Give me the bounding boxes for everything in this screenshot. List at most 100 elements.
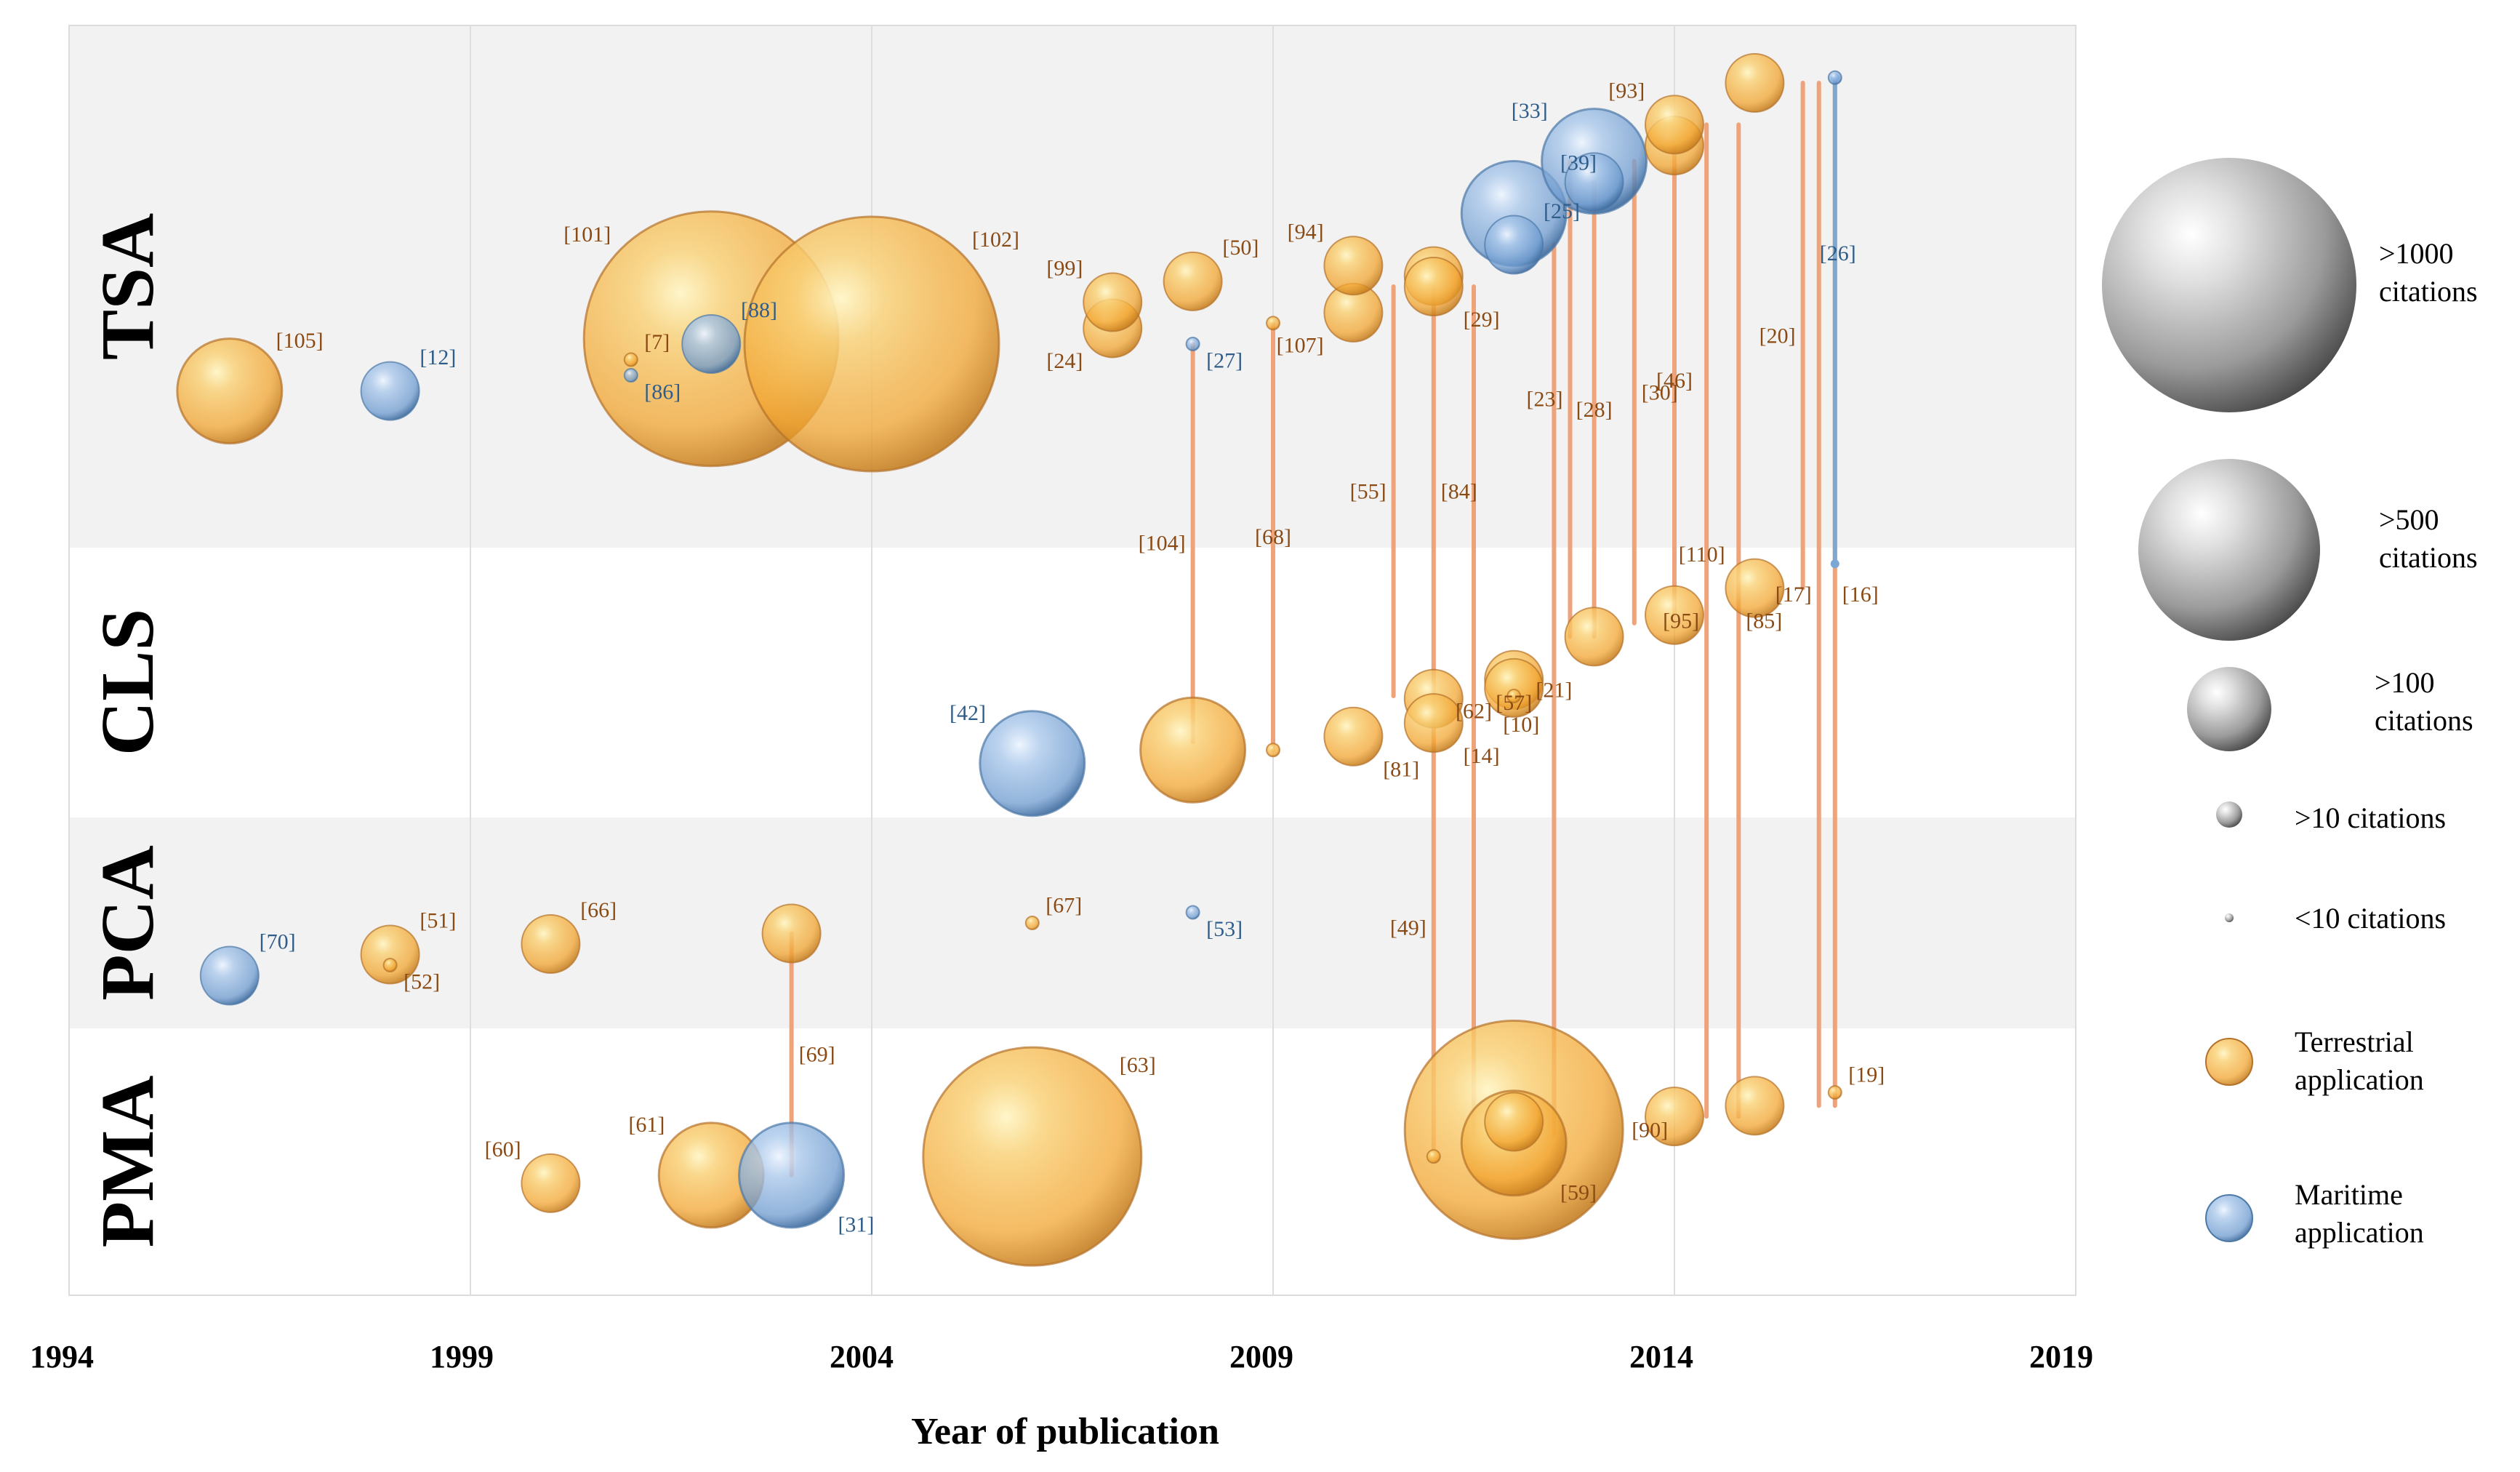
legend-size-label: citations xyxy=(2379,275,2478,308)
reference-label: [7] xyxy=(644,330,670,354)
band-pca xyxy=(69,817,2076,1028)
reference-label: [88] xyxy=(741,298,777,322)
maritime-bubble xyxy=(681,313,742,374)
terrestrial-bubble xyxy=(1645,95,1704,155)
link-label: [17] xyxy=(1775,583,1812,607)
category-label-cls: CLS xyxy=(86,609,169,756)
link-label: [104] xyxy=(1139,532,1186,556)
link-label: [16] xyxy=(1842,583,1879,607)
x-tick-1994: 1994 xyxy=(30,1339,94,1375)
reference-label: [90] xyxy=(1632,1118,1668,1142)
legend-size-huge-icon xyxy=(2102,158,2356,412)
reference-label: [61] xyxy=(628,1113,665,1137)
terrestrial-bubble xyxy=(1403,693,1464,753)
terrestrial-bubble xyxy=(1484,657,1544,718)
terrestrial-bubble xyxy=(521,1153,581,1213)
terrestrial-bubble xyxy=(382,958,398,972)
terrestrial-bubble xyxy=(1484,1092,1544,1152)
reference-label: [12] xyxy=(420,345,456,369)
maritime-bubble xyxy=(1185,336,1200,351)
terrestrial-bubble xyxy=(1645,1087,1704,1147)
maritime-bubble xyxy=(623,368,638,383)
x-axis-label: Year of publication xyxy=(911,1411,1219,1452)
maritime-bubble xyxy=(979,710,1086,817)
reference-label: [93] xyxy=(1608,79,1645,103)
maritime-bubble xyxy=(1185,905,1200,920)
legend-size-label: >1000 xyxy=(2379,237,2454,270)
reference-label: [31] xyxy=(838,1213,874,1237)
category-label-pca: PCA xyxy=(86,845,169,1001)
legend-terrestrial-icon xyxy=(2205,1038,2253,1086)
terrestrial-bubble xyxy=(1024,916,1040,930)
reference-label: [101] xyxy=(563,223,611,247)
link-label: [30] xyxy=(1642,380,1678,404)
link-label: [68] xyxy=(1255,525,1291,549)
category-label-tsa: TSA xyxy=(86,213,169,360)
maritime-bubble xyxy=(1484,215,1544,275)
legend-size-label: >10 citations xyxy=(2295,801,2446,834)
legend-size-medium-icon xyxy=(2187,667,2271,751)
terrestrial-bubble xyxy=(743,215,1000,473)
terrestrial-bubble xyxy=(1645,585,1704,645)
terrestrial-bubble xyxy=(1139,696,1247,804)
reference-label: [29] xyxy=(1464,308,1500,332)
legend-size-label: >500 xyxy=(2379,503,2439,536)
link-label: [28] xyxy=(1576,398,1613,422)
reference-label: [14] xyxy=(1464,744,1500,768)
legend-size-large-icon xyxy=(2138,459,2320,641)
terrestrial-bubble xyxy=(761,903,822,964)
link-label: [23] xyxy=(1526,388,1562,412)
link-label: [62] xyxy=(1456,699,1492,723)
legend-size-label: >100 xyxy=(2375,666,2435,699)
reference-label: [63] xyxy=(1120,1053,1156,1077)
plot-border xyxy=(68,25,2076,1296)
terrestrial-bubble xyxy=(1506,689,1522,704)
reference-label: [33] xyxy=(1512,99,1548,123)
terrestrial-bubble xyxy=(1266,316,1280,331)
reference-label: [52] xyxy=(404,969,440,993)
reference-label: [24] xyxy=(1046,349,1083,373)
reference-label: [67] xyxy=(1046,894,1082,918)
link-label: [20] xyxy=(1759,324,1796,348)
legend: >1000 citations >500 citations >100 citations… xyxy=(2102,158,2478,1249)
legend-size-small-icon xyxy=(2216,801,2242,828)
reference-label: [99] xyxy=(1046,257,1083,281)
terrestrial-bubble xyxy=(1323,706,1384,767)
legend-size-label: <10 citations xyxy=(2295,902,2446,935)
link-label: [49] xyxy=(1390,916,1426,940)
terrestrial-bubble xyxy=(623,352,638,367)
link-label: [21] xyxy=(1536,679,1572,703)
reference-label: [66] xyxy=(580,898,617,922)
x-tick-1999: 1999 xyxy=(430,1339,494,1375)
band-tsa xyxy=(69,25,2076,548)
reference-label: [50] xyxy=(1222,236,1259,260)
reference-label: [51] xyxy=(420,909,456,933)
terrestrial-bubble xyxy=(1725,52,1785,113)
maritime-bubble xyxy=(199,945,260,1006)
reference-label: [107] xyxy=(1277,334,1324,358)
reference-label: [60] xyxy=(485,1137,521,1161)
maritime-bubble xyxy=(738,1121,846,1229)
terrestrial-bubble xyxy=(1083,272,1143,332)
link-endpoint xyxy=(1830,559,1839,569)
terrestrial-bubble xyxy=(1827,1085,1842,1100)
maritime-bubble xyxy=(1564,152,1624,212)
legend-app-label: Maritime xyxy=(2295,1178,2403,1211)
legend-maritime-icon xyxy=(2205,1194,2253,1242)
reference-label: [39] xyxy=(1560,151,1597,175)
terrestrial-bubble xyxy=(1426,1149,1441,1164)
reference-label: [105] xyxy=(276,329,324,353)
maritime-bubble xyxy=(360,361,420,421)
reference-label: [27] xyxy=(1206,348,1243,372)
terrestrial-bubble xyxy=(1564,607,1624,667)
legend-size-label: citations xyxy=(2379,541,2478,574)
x-tick-2009: 2009 xyxy=(1229,1339,1293,1375)
terrestrial-bubble xyxy=(521,914,581,974)
reference-label: [81] xyxy=(1383,758,1419,782)
reference-label: [59] xyxy=(1560,1181,1597,1205)
terrestrial-bubble xyxy=(922,1046,1143,1267)
reference-label: [70] xyxy=(260,930,296,954)
link-label: [85] xyxy=(1746,609,1782,633)
terrestrial-bubble xyxy=(1266,743,1280,758)
